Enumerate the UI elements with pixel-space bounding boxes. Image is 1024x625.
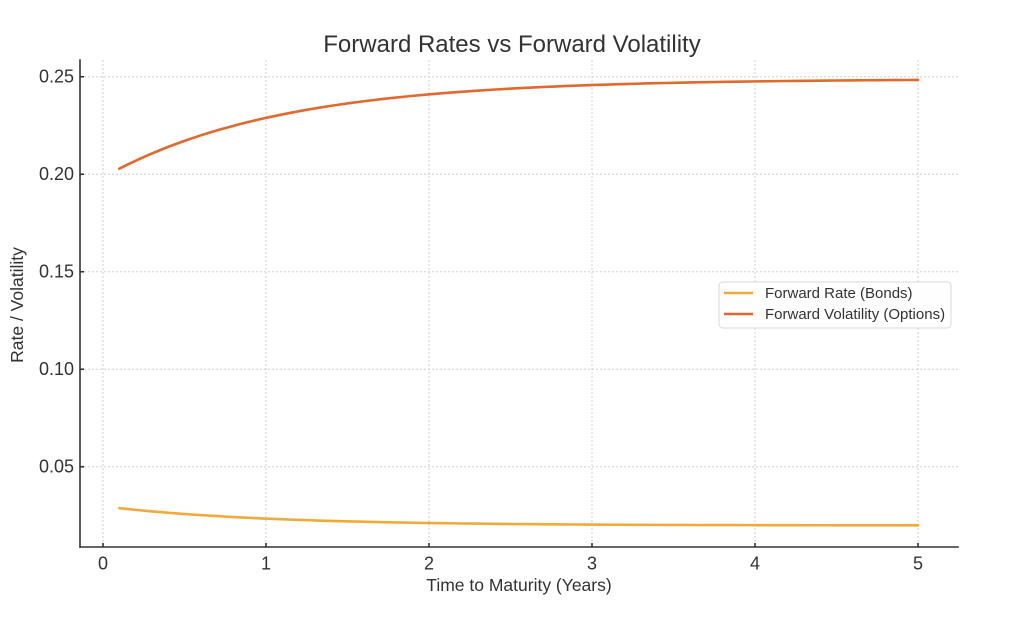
svg-text:Forward Rate (Bonds): Forward Rate (Bonds) <box>765 285 913 302</box>
svg-text:0.10: 0.10 <box>39 359 74 379</box>
svg-text:5: 5 <box>913 554 923 574</box>
svg-text:3: 3 <box>587 554 597 574</box>
svg-text:2: 2 <box>424 554 434 574</box>
svg-text:0.05: 0.05 <box>39 457 74 477</box>
svg-text:4: 4 <box>750 554 760 574</box>
svg-text:Time to Maturity (Years): Time to Maturity (Years) <box>426 575 611 595</box>
svg-text:Rate / Volatility: Rate / Volatility <box>7 247 27 363</box>
svg-text:0.25: 0.25 <box>39 67 74 87</box>
svg-text:Forward Rates vs Forward Volat: Forward Rates vs Forward Volatility <box>323 31 700 58</box>
svg-text:Forward Volatility (Options): Forward Volatility (Options) <box>765 306 945 323</box>
svg-text:0.20: 0.20 <box>39 164 74 184</box>
svg-text:0.15: 0.15 <box>39 262 74 282</box>
svg-text:1: 1 <box>261 554 271 574</box>
svg-text:0: 0 <box>98 554 108 574</box>
